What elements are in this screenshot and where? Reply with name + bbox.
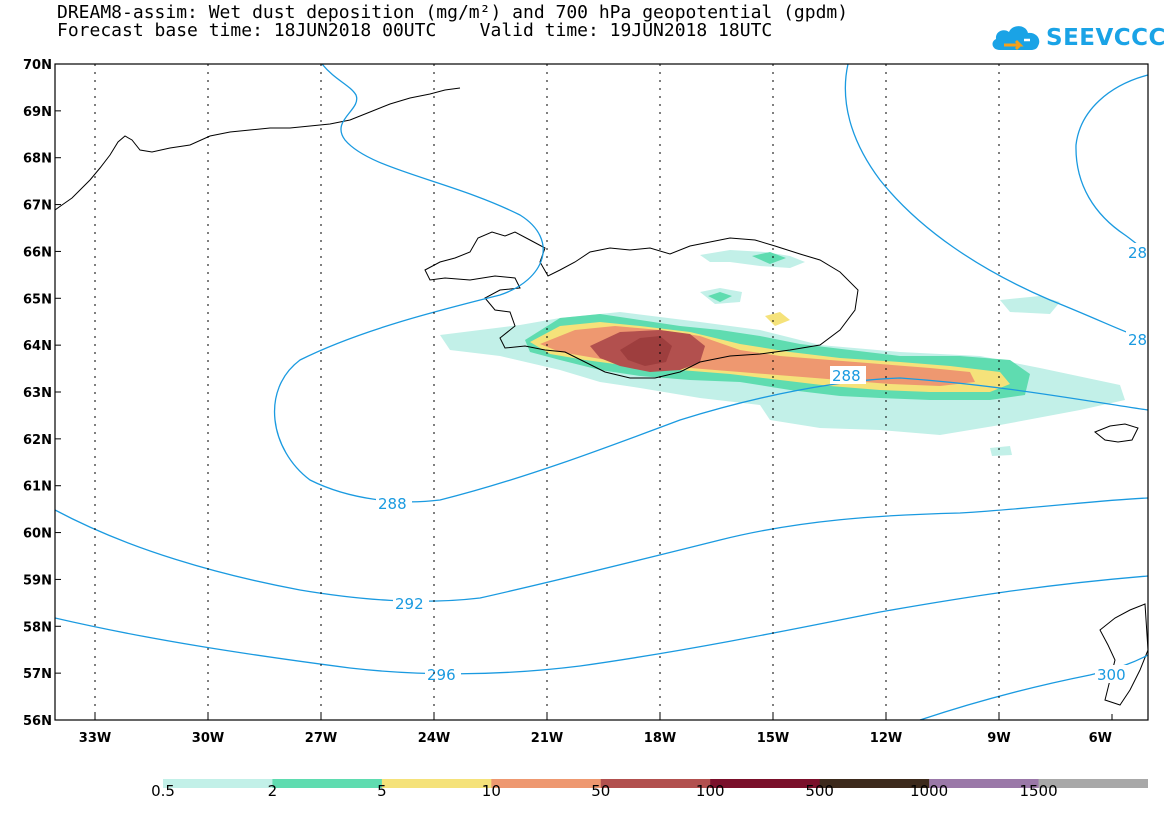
greenland-coast — [55, 87, 461, 211]
faroe-islands — [1094, 423, 1139, 443]
contour-292 — [55, 497, 1148, 602]
colorbar-swatch — [600, 779, 711, 788]
cloud-icon — [992, 26, 1040, 51]
lon-label: 18W — [644, 731, 676, 746]
contour-296 — [55, 575, 1148, 675]
contour-label-296: 296 — [427, 666, 456, 684]
contour-labels: 288 288 292 296 300 28 28 — [376, 243, 1148, 684]
lat-label: 58N — [23, 620, 52, 635]
lat-label: 69N — [23, 105, 52, 120]
lat-label: 56N — [23, 714, 52, 729]
colorbar-tick-label: 1500 — [1019, 782, 1058, 800]
shade-light-east — [1000, 296, 1060, 314]
shade-light-north-1 — [700, 250, 805, 268]
geopotential-contours — [55, 64, 1148, 720]
lat-label: 66N — [23, 245, 52, 260]
colorbar-tick-label: 5 — [377, 782, 387, 800]
colorbar-swatch — [491, 779, 602, 788]
shade-green-north — [752, 252, 786, 264]
lat-label: 60N — [23, 527, 52, 542]
contour-label-292: 292 — [395, 595, 424, 613]
colorbar-tick-label: 0.5 — [151, 782, 175, 800]
map-title: DREAM8-assim: Wet dust deposition (mg/m²… — [57, 2, 849, 23]
contour-label-288-east: 288 — [832, 367, 861, 385]
contour-label-28-upper: 28 — [1128, 244, 1147, 262]
colorbar-swatches — [163, 779, 1149, 788]
shade-green-north-2 — [708, 292, 732, 302]
lat-label: 64N — [23, 339, 52, 354]
shade-light-se — [990, 446, 1012, 456]
colorbar-swatch — [381, 779, 492, 788]
longitude-axis: 33W 30W 27W 24W 21W 18W 15W 12W 9W 6W — [79, 714, 1113, 746]
lat-label: 59N — [23, 573, 52, 588]
lon-label: 15W — [757, 731, 789, 746]
lat-label: 68N — [23, 152, 52, 167]
contour-label-28-lower: 28 — [1128, 331, 1147, 349]
contour-north-east-2 — [1075, 74, 1148, 251]
colorbar-swatch — [710, 779, 821, 788]
lon-label: 30W — [192, 731, 224, 746]
lon-label: 9W — [987, 731, 1010, 746]
lat-label: 65N — [23, 292, 52, 307]
lon-label: 24W — [418, 731, 450, 746]
colorbar-tick-label: 2 — [267, 782, 278, 800]
lon-label: 33W — [79, 731, 111, 746]
lat-label: 63N — [23, 386, 52, 401]
lat-label: 61N — [23, 480, 52, 495]
seevccc-logo: SEEVCCC — [990, 20, 1170, 56]
gridlines — [94, 64, 1000, 720]
contour-288-west — [273, 64, 1148, 503]
lon-label: 6W — [1089, 731, 1112, 746]
contour-300-se — [919, 654, 1148, 720]
colorbar-swatch — [272, 779, 383, 788]
latitude-axis: 70N 69N 68N 67N 66N 65N 64N 63N 62N 61N 60N 59N 58N 5… — [23, 58, 61, 729]
colorbar-tick-label: 100 — [695, 782, 725, 800]
logo-text: SEEVCCC — [1046, 25, 1166, 51]
lon-label: 12W — [870, 731, 902, 746]
colorbar-tick-label: 10 — [481, 782, 501, 800]
lon-label: 21W — [531, 731, 563, 746]
colorbar-tick-label: 1000 — [910, 782, 949, 800]
map-subtitle: Forecast base time: 18JUN2018 00UTC Vali… — [57, 20, 773, 41]
colorbar-tick-label: 50 — [591, 782, 611, 800]
lat-label: 57N — [23, 667, 52, 682]
colorbar-swatch — [1038, 779, 1149, 788]
shade-yellow-2 — [765, 312, 790, 326]
colorbar-tick-label: 500 — [805, 782, 834, 800]
contour-north-east — [844, 64, 1148, 341]
colorbar-swatch — [929, 779, 1040, 788]
scotland-coast — [1099, 603, 1148, 706]
colorbar — [163, 773, 1149, 788]
lat-label: 67N — [23, 199, 52, 214]
colorbar-swatch — [819, 779, 930, 788]
contour-label-300: 300 — [1097, 666, 1126, 684]
lat-label: 62N — [23, 433, 52, 448]
colorbar-swatch — [163, 779, 273, 788]
lon-label: 27W — [305, 731, 337, 746]
lat-label: 70N — [23, 58, 52, 73]
contour-label-288-west: 288 — [378, 495, 407, 513]
shade-dark-brown — [620, 336, 672, 366]
